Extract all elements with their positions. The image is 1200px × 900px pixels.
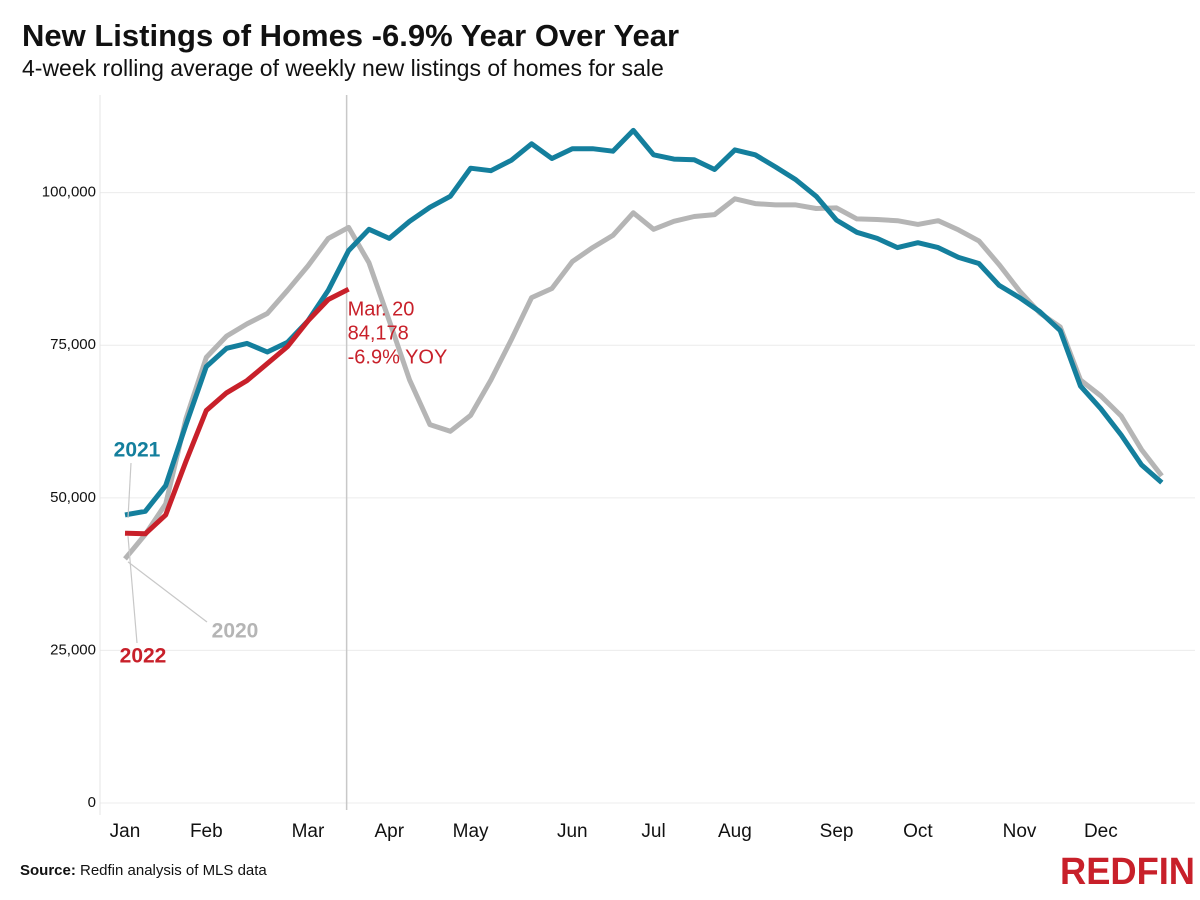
x-tick-label: Nov	[1003, 821, 1037, 842]
series-label: 2021	[114, 439, 161, 462]
series-label: 2020	[212, 620, 259, 643]
series-line	[123, 196, 1164, 561]
leader-line	[127, 536, 138, 644]
y-tick-label: 0	[88, 794, 96, 811]
source: Redfin analysis of MLS data	[80, 862, 267, 879]
leader-line	[127, 462, 132, 518]
x-tick-label: May	[453, 821, 489, 842]
y-tick-label: 50,000	[50, 489, 96, 506]
y-tick-label: 100,000	[42, 184, 96, 201]
annotation: Mar. 20	[348, 298, 415, 320]
chart-title: New Listings of Homes -6.9% Year Over Ye…	[22, 18, 679, 53]
logo: REDFIN	[1060, 851, 1195, 893]
leader-line	[127, 561, 208, 623]
y-tick-label: 75,000	[50, 336, 96, 353]
x-tick-label: Jan	[110, 821, 141, 842]
x-tick-label: Jun	[557, 821, 588, 842]
x-tick-label: Sep	[820, 821, 854, 842]
x-tick-label: Oct	[903, 821, 933, 842]
x-tick-label: Mar	[292, 821, 325, 842]
x-tick-label: Aug	[718, 821, 752, 842]
y-tick-label: 25,000	[50, 641, 96, 658]
series-label: 2022	[120, 645, 167, 668]
chart-subtitle: 4-week rolling average of weekly new lis…	[22, 55, 664, 81]
x-tick-label: Jul	[641, 821, 665, 842]
annotation: 84,178	[348, 322, 409, 344]
x-tick-label: Feb	[190, 821, 223, 842]
x-tick-label: Apr	[375, 821, 405, 842]
x-tick-label: Dec	[1084, 821, 1118, 842]
source-label: Source:	[20, 862, 76, 879]
annotation: -6.9% YOY	[348, 346, 448, 368]
series-line	[124, 286, 350, 537]
